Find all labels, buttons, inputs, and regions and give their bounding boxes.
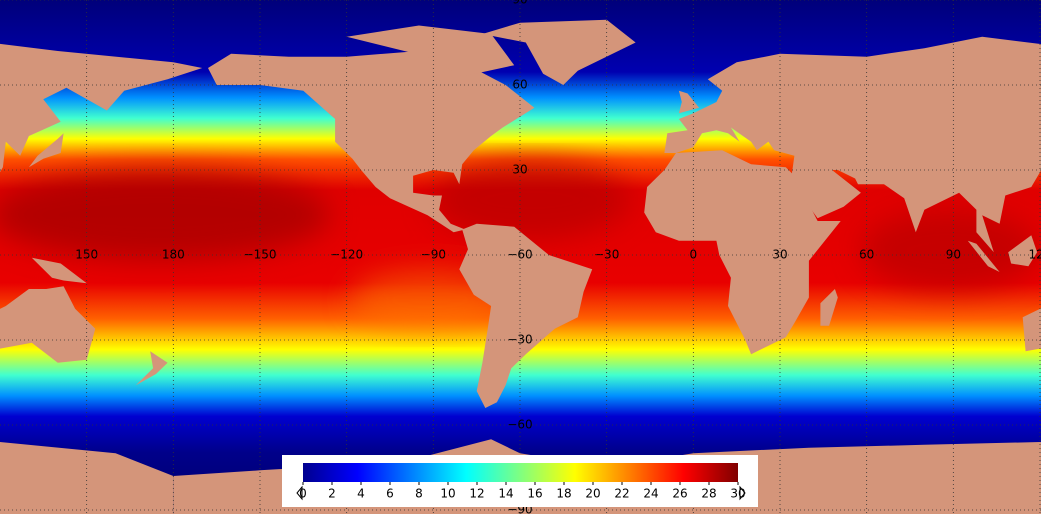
- lat-label: 30: [512, 163, 527, 177]
- lon-label: 0: [690, 248, 698, 262]
- landmass: [678, 90, 700, 114]
- lon-label: −30: [594, 248, 619, 262]
- lat-label: 60: [512, 78, 527, 92]
- colorbar-tick-label: 30: [730, 487, 745, 501]
- lat-label: −90: [507, 503, 532, 514]
- lon-label: −60: [507, 248, 532, 262]
- landmass: [0, 442, 174, 514]
- landmass: [459, 223, 593, 408]
- colorbar-tick-label: 4: [357, 487, 365, 501]
- landmass: [1008, 235, 1038, 267]
- lon-label: 60: [859, 248, 874, 262]
- lat-label: −30: [507, 333, 532, 347]
- lat-label: 90: [512, 0, 527, 7]
- lon-label: 90: [946, 248, 961, 262]
- landmass: [482, 19, 636, 85]
- colorbar-tick-label: 16: [527, 487, 542, 501]
- lat-label: −60: [507, 418, 532, 432]
- upper-extend-arrow: [739, 485, 746, 501]
- landmass: [346, 25, 515, 77]
- landmass: [820, 289, 838, 326]
- colorbar: 0 2 4 6 8 10 12 14 16 18 20 22 24 26 28 30: [282, 455, 758, 507]
- landmass: [664, 36, 1041, 253]
- lon-label: 180: [162, 248, 185, 262]
- colorbar-tick-label: 14: [498, 487, 513, 501]
- landmass: [31, 257, 87, 284]
- colorbar-tick-label: 20: [585, 487, 600, 501]
- colorbar-tick-label: 12: [469, 487, 484, 501]
- colorbar-tick-label: 6: [386, 487, 394, 501]
- lon-label: 150: [75, 248, 98, 262]
- colorbar-tick-label: 0: [299, 487, 307, 501]
- lon-label: −120: [330, 248, 363, 262]
- landmass: [967, 240, 1000, 272]
- colorbar-tick-label: 18: [556, 487, 571, 501]
- colorbar-tick-label: 24: [643, 487, 658, 501]
- landmass: [0, 43, 203, 173]
- landmass: [135, 351, 168, 386]
- colorbar-tick-label: 10: [440, 487, 455, 501]
- lower-extend-arrow: [296, 485, 303, 501]
- lon-label: 120: [1029, 248, 1041, 262]
- lon-label: 30: [772, 248, 787, 262]
- colorbar-tick-label: 2: [328, 487, 336, 501]
- lon-label: −150: [244, 248, 277, 262]
- colorbar-tick-label: 28: [701, 487, 716, 501]
- colorbar-tick-label: 22: [614, 487, 629, 501]
- landmass: [208, 51, 535, 233]
- lon-label: −90: [421, 248, 446, 262]
- landmass: [28, 133, 64, 168]
- colorbar-tick-label: 26: [672, 487, 687, 501]
- landmass: [0, 286, 96, 363]
- warm-pools: [0, 160, 1040, 330]
- landmass: [1022, 308, 1041, 352]
- colorbar-gradient: [303, 463, 738, 482]
- landmass: [644, 150, 841, 355]
- colorbar-tick-label: 8: [415, 487, 423, 501]
